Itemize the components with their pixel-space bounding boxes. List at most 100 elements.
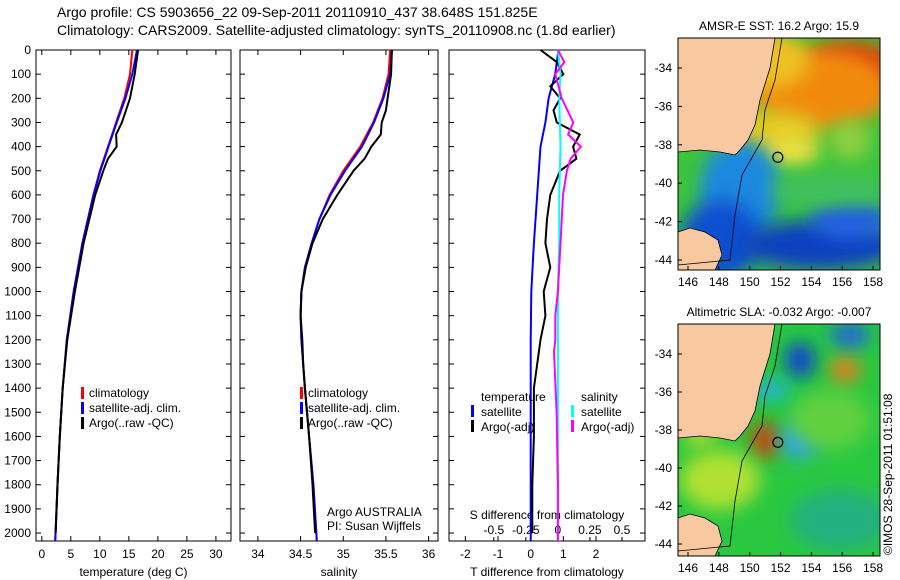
x2-axis-label: S difference from climatology [470,508,625,522]
field-blob [785,342,815,378]
field-blob [790,390,870,450]
lon-tick-label: 154 [801,275,821,289]
x-tick-label: 30 [209,547,223,561]
legend-swatch [300,387,303,399]
y-tick-label: 1100 [5,309,31,323]
panel-0-frame [35,49,232,542]
legend-swatch [81,402,84,414]
figure-title-line2: Climatology: CARS2009. Satellite-adjuste… [57,22,616,38]
x-tick-label: 0 [38,547,45,561]
legend-swatch [81,387,84,399]
lat-tick-label: -40 [655,176,673,190]
imos-timestamp: ©IMOS 28-Sep-2011 01:51:08 [881,393,895,555]
panel-1-frame [239,49,439,542]
argo-position-marker [772,151,784,163]
x-axis-label: salinity [321,565,358,579]
legend-label: satellite-adj. clim. [308,401,400,415]
x-tick-label: 35.5 [374,547,398,561]
x-tick-label: 0 [527,547,534,561]
legend-swatch [471,420,474,432]
landmass [678,227,723,270]
series-line-salinity-argo-adj- [552,49,583,541]
lon-tick-label: 156 [832,275,852,289]
landmass [678,513,723,556]
lat-tick-label: -42 [655,499,673,513]
x-tick-label: 2 [593,547,600,561]
x-tick-label: 5 [67,547,74,561]
legend-swatch [81,417,84,429]
map-1-anomaly-field [680,324,880,550]
y-tick-label: 1600 [4,429,31,443]
lon-tick-label: 150 [740,275,760,289]
lon-tick-label: 156 [832,561,852,575]
landmass [678,38,776,156]
y-tick-label: 400 [11,140,31,154]
lon-tick-label: 146 [678,275,698,289]
y-tick-label: 1900 [4,502,31,516]
isobath-contour [678,324,783,552]
x-tick-label: 20 [151,547,165,561]
y-tick-label: 0 [24,43,31,57]
y-tick-label: 300 [11,115,31,129]
legend-swatch [471,405,474,417]
y-tick-label: 100 [11,67,31,81]
lat-tick-label: -36 [655,385,673,399]
x-axis-label: temperature (deg C) [79,565,187,579]
x-tick-label: -1 [493,547,504,561]
y-tick-label: 200 [11,91,31,105]
y-tick-label: 1800 [4,478,31,492]
y-tick-label: 2000 [4,526,31,540]
lon-tick-label: 152 [771,275,791,289]
legend-label: satellite [481,405,522,419]
field-blob [830,324,870,347]
x-tick-label: 15 [122,547,136,561]
y-tick-label: 1700 [4,454,31,468]
legend-label: satellite [581,405,622,419]
map-1-frame [677,323,881,557]
field-blob [680,450,760,510]
lon-tick-label: 148 [709,561,729,575]
map-title: Altimetric SLA: -0.032 Argo: -0.007 [687,305,872,319]
legend-label: climatology [89,386,149,400]
y-tick-label: 1400 [4,381,31,395]
panel-2-frame [448,49,646,542]
series-line-salinity-satellite [556,49,562,541]
x2-tick-label: 0.5 [614,523,631,537]
lat-tick-label: -38 [655,423,673,437]
y-tick-label: 1500 [4,405,31,419]
field-blob [760,135,820,165]
legend-swatch [571,405,574,417]
field-blob [790,490,880,550]
legend-swatch [300,417,303,429]
lat-tick-label: -42 [655,215,673,229]
legend-swatch [571,420,574,432]
legend-label: climatology [308,386,368,400]
x2-tick-label: -0.25 [512,523,540,537]
argo-position-marker [772,436,784,448]
y-tick-label: 1300 [4,357,31,371]
legend-label: Argo(-adj) [481,420,534,434]
y-tick-label: 1200 [4,333,31,347]
series-line-argo-raw-qc- [54,49,140,534]
series-line-argo-raw-qc- [299,49,393,534]
legend-swatch [300,402,303,414]
land-mask [678,324,783,556]
lon-tick-label: 150 [740,561,760,575]
legend-label: Argo(..raw -QC) [308,416,393,430]
legend-label: Argo(..raw -QC) [89,416,174,430]
field-blob [830,120,870,160]
field-blob [751,422,779,458]
legend-label: satellite-adj. clim. [89,401,181,415]
legend-group-title: temperature [481,390,546,404]
y-tick-label: 600 [11,188,31,202]
x-tick-label: 10 [93,547,107,561]
series-line-temperature-satellite [529,49,560,541]
x-tick-label: 1 [560,547,567,561]
lat-tick-label: -34 [655,347,673,361]
lat-tick-label: -44 [655,253,673,267]
field-blob [770,175,880,205]
attribution-note: PI: Susan Wijffels [327,519,421,533]
x-tick-label: 34.5 [289,547,313,561]
